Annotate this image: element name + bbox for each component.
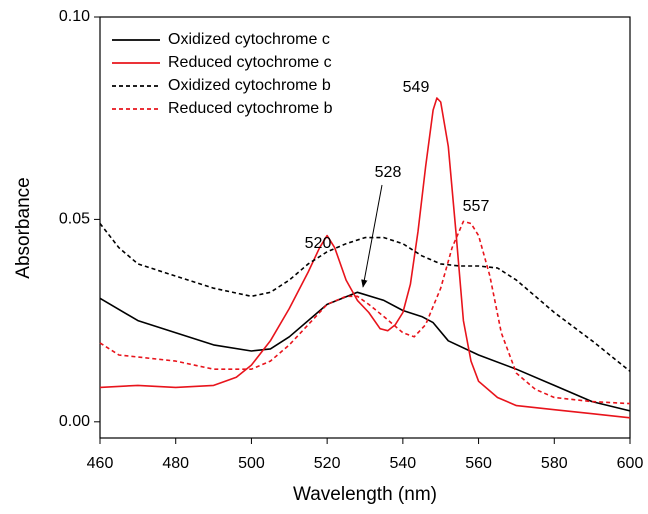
- x-tick-label: 520: [314, 455, 341, 472]
- legend-label: Reduced cytochrome b: [168, 100, 333, 117]
- y-axis-label: Absorbance: [13, 177, 34, 278]
- legend-label: Oxidized cytochrome c: [168, 31, 330, 48]
- x-axis-label: Wavelength (nm): [293, 484, 437, 505]
- y-tick-label: 0.05: [59, 211, 90, 228]
- x-tick-label: 600: [617, 455, 644, 472]
- plot-frame: [99, 16, 631, 439]
- x-tick-label: 580: [541, 455, 568, 472]
- line-series: [99, 291, 631, 412]
- x-tick-label: 480: [162, 455, 189, 472]
- y-tick-label: 0.00: [59, 413, 90, 430]
- legend-label: Reduced cytochrome c: [168, 54, 332, 71]
- x-tick-label: 460: [87, 455, 114, 472]
- x-tick-label: 560: [465, 455, 492, 472]
- line-series: [99, 223, 631, 372]
- line-series: [99, 97, 631, 419]
- x-tick-label: 500: [238, 455, 265, 472]
- legend-label: Oxidized cytochrome b: [168, 77, 331, 94]
- annotation-arrow: [361, 184, 383, 288]
- line-series: [99, 220, 631, 405]
- annotation: 528: [375, 164, 402, 181]
- annotation: 549: [403, 79, 430, 96]
- annotation: 557: [463, 198, 490, 215]
- x-tick-label: 540: [390, 455, 417, 472]
- annotation: 520: [305, 235, 332, 252]
- y-tick-label: 0.10: [59, 8, 90, 25]
